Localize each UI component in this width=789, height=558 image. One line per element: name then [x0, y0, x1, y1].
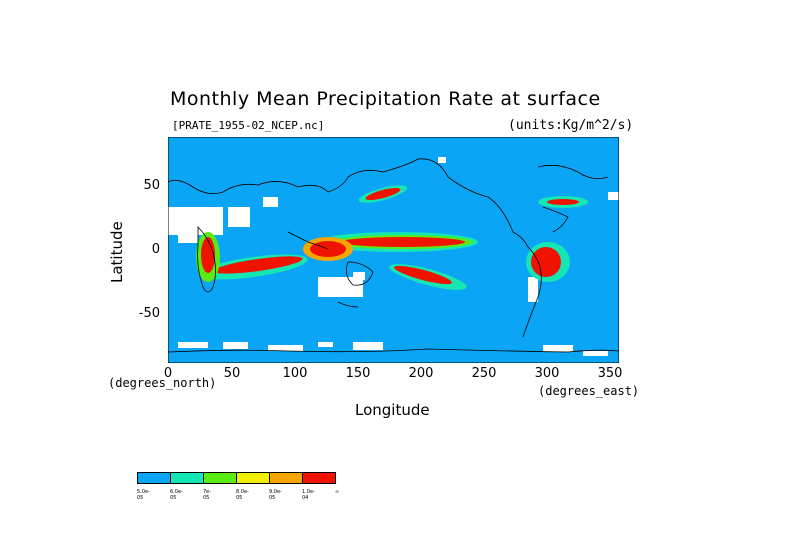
- x-tick-label-200: 200: [408, 366, 434, 381]
- precipitation-map: [168, 137, 619, 363]
- legend-swatch: [203, 472, 237, 484]
- legend-label: 1.0e-04: [302, 489, 315, 501]
- x-tick-label-250: 250: [471, 366, 497, 381]
- legend-label: 6.0e-05: [170, 489, 183, 501]
- legend-swatch: [269, 472, 303, 484]
- units-label: (units:Kg/m^2/s): [508, 118, 634, 133]
- x-axis-label: Longitude: [355, 401, 430, 419]
- x-tick-label-0: 0: [163, 366, 173, 381]
- legend-swatch: [236, 472, 270, 484]
- legend-label: 8.0e-05: [236, 489, 249, 501]
- y-tick-label-0: 0: [151, 242, 160, 257]
- y-axis-unit: (degrees_east): [538, 384, 640, 398]
- precipitation-bands: [196, 185, 588, 290]
- missing-data-patches: [168, 157, 619, 356]
- coastlines: [168, 158, 619, 353]
- x-tick-label-150: 150: [345, 366, 371, 381]
- x-tick-label-300: 300: [534, 366, 560, 381]
- legend-label: 5.0e-05: [137, 489, 150, 501]
- y-tick-label-50: 50: [143, 178, 160, 193]
- legend-label: 9.0e-05: [269, 489, 282, 501]
- chart-title: Monthly Mean Precipitation Rate at surfa…: [170, 88, 601, 110]
- legend-swatch: [170, 472, 204, 484]
- legend-swatch: [302, 472, 336, 484]
- x-tick-label-100: 100: [282, 366, 308, 381]
- x-tick-label-50: 50: [223, 366, 241, 381]
- file-label: [PRATE_1955-02_NCEP.nc]: [172, 119, 325, 132]
- y-tick-label-minus-50: -50: [138, 306, 160, 321]
- x-tick-label-350: 350: [597, 366, 623, 381]
- legend-swatch: [137, 472, 171, 484]
- legend-label: ∞: [335, 489, 340, 495]
- x-axis-unit: (degrees_north): [108, 376, 217, 390]
- legend-label: 7e-05: [203, 489, 212, 501]
